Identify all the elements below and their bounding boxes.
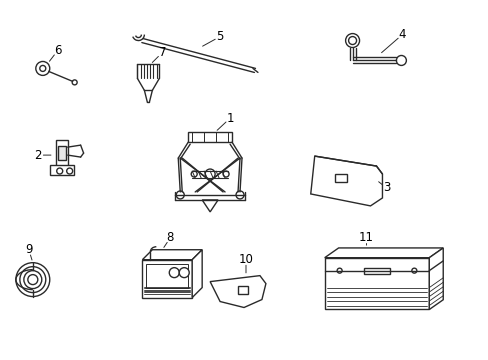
Polygon shape bbox=[210, 276, 265, 307]
Bar bbox=[238, 285, 247, 293]
Polygon shape bbox=[310, 156, 382, 206]
Circle shape bbox=[336, 268, 342, 273]
Circle shape bbox=[28, 275, 38, 285]
Circle shape bbox=[345, 33, 359, 48]
Circle shape bbox=[72, 80, 77, 85]
Bar bbox=[142, 260, 192, 298]
Circle shape bbox=[24, 271, 41, 289]
Text: 1: 1 bbox=[226, 112, 233, 125]
Bar bbox=[146, 264, 188, 288]
Circle shape bbox=[396, 55, 406, 66]
Polygon shape bbox=[202, 200, 218, 212]
Bar bbox=[364, 268, 389, 274]
Circle shape bbox=[40, 66, 46, 71]
Polygon shape bbox=[428, 248, 442, 310]
Circle shape bbox=[66, 168, 73, 174]
Text: 6: 6 bbox=[54, 44, 61, 57]
Circle shape bbox=[57, 168, 62, 174]
Bar bbox=[324, 258, 428, 310]
Circle shape bbox=[236, 191, 244, 199]
Polygon shape bbox=[50, 165, 74, 175]
Text: 11: 11 bbox=[358, 231, 373, 244]
Polygon shape bbox=[142, 250, 202, 260]
Text: 2: 2 bbox=[34, 149, 41, 162]
Circle shape bbox=[205, 169, 215, 179]
Text: 4: 4 bbox=[398, 28, 406, 41]
Circle shape bbox=[16, 263, 50, 297]
Circle shape bbox=[36, 62, 50, 75]
Circle shape bbox=[179, 268, 189, 278]
Text: 7: 7 bbox=[158, 46, 166, 59]
Polygon shape bbox=[192, 250, 202, 298]
Circle shape bbox=[20, 267, 46, 293]
Circle shape bbox=[411, 268, 416, 273]
Circle shape bbox=[348, 37, 356, 45]
Circle shape bbox=[169, 268, 179, 278]
Text: 9: 9 bbox=[25, 243, 33, 256]
Bar bbox=[334, 174, 346, 182]
Text: 8: 8 bbox=[166, 231, 174, 244]
Circle shape bbox=[176, 191, 184, 199]
Text: 10: 10 bbox=[238, 253, 253, 266]
Circle shape bbox=[191, 171, 197, 177]
Polygon shape bbox=[324, 248, 442, 258]
Text: 3: 3 bbox=[382, 181, 389, 194]
Polygon shape bbox=[188, 132, 232, 142]
Text: 5: 5 bbox=[216, 30, 224, 43]
Polygon shape bbox=[56, 140, 67, 167]
Circle shape bbox=[223, 171, 228, 177]
Bar bbox=[58, 146, 65, 160]
